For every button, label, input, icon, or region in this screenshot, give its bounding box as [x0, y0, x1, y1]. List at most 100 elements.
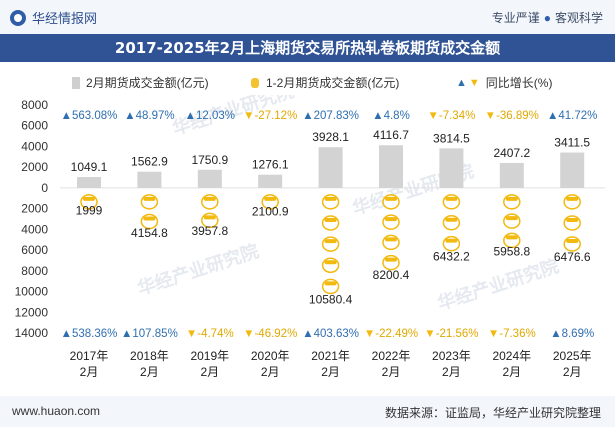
legend-label-feb: 2月期货成交金额(亿元) — [86, 76, 209, 90]
x-tick-label: 2020年 2月 — [251, 349, 290, 379]
bar-feb-value-label: 4116.7 — [373, 128, 409, 142]
coin-band — [324, 281, 337, 286]
coin-band — [385, 237, 397, 242]
brand-logo-icon — [10, 9, 26, 26]
y-tick-label: 2000 — [21, 160, 48, 174]
coin-band — [566, 238, 579, 243]
coin-band — [385, 196, 397, 201]
x-tick-label: 2017年 2月 — [70, 349, 109, 379]
coin-band — [445, 238, 458, 243]
y-tick-label: 10000 — [15, 285, 49, 299]
bar-janfeb-value-label: 3957.8 — [191, 224, 228, 238]
x-tick-label: 2022年 2月 — [372, 349, 411, 379]
chart-title: 2017-2025年2月上海期货交易所热轧卷板期货成交金额 — [0, 34, 615, 62]
yoy-janfeb-label: ▼-22.49% — [364, 328, 418, 340]
legend: 2月期货成交金额(亿元) 1-2月期货成交金额(亿元) ▲ ▼ 同比增长(%) — [0, 70, 615, 92]
yoy-feb-label: ▲4.8% — [372, 110, 410, 122]
brand: 华经情报网 — [10, 8, 97, 27]
bar-janfeb-value-label: 2100.9 — [252, 205, 289, 219]
x-tick-label: 2024年 2月 — [492, 349, 531, 379]
yoy-feb-label: ▼-7.34% — [427, 110, 475, 122]
x-tick-label: 2018年 2月 — [130, 349, 169, 379]
y-tick-label: 8000 — [21, 264, 48, 278]
yoy-feb-label: ▲563.08% — [61, 110, 118, 122]
yoy-janfeb-label: ▲403.63% — [302, 328, 359, 340]
bar-feb-value-label: 1562.9 — [131, 155, 168, 169]
bar-feb-value-label: 3928.1 — [312, 130, 349, 144]
y-tick-label: 8000 — [21, 98, 48, 112]
coin-band — [445, 217, 458, 222]
coin-band — [264, 196, 277, 201]
watermark-text: 华经产业研究院 — [135, 240, 262, 300]
top-bar: 华经情报网 专业严谨 ● 客观科学 — [0, 0, 615, 34]
coin-band — [143, 216, 156, 221]
coin-band — [324, 196, 337, 201]
bar-feb — [258, 174, 283, 188]
coin-band — [83, 196, 95, 201]
coin-band — [566, 196, 579, 201]
footer-source: 数据来源：证监局，华经产业研究院整理 — [384, 406, 601, 420]
coin-band — [385, 257, 397, 262]
tagline-left: 专业严谨 — [491, 11, 540, 25]
watermark-text: 华经产业研究院 — [435, 255, 562, 315]
yoy-feb-label: ▲12.03% — [185, 110, 235, 122]
coin-band — [203, 215, 216, 220]
tagline-right: 客观科学 — [554, 11, 603, 25]
bar-janfeb-value-label: 6476.6 — [554, 250, 591, 264]
bar-feb — [560, 152, 585, 188]
bar-janfeb-value-label: 8200.4 — [373, 268, 410, 282]
bar-janfeb-value-label: 10580.4 — [309, 293, 353, 307]
coin-band — [505, 196, 518, 201]
yoy-janfeb-label: ▲8.69% — [550, 328, 594, 340]
legend-swatch-gray — [72, 76, 80, 89]
bar-feb-value-label: 3814.5 — [433, 131, 470, 145]
coin-band — [143, 196, 156, 201]
bar-janfeb-value-label: 1999 — [76, 204, 103, 218]
tagline-separator: ● — [543, 11, 551, 25]
legend-up-triangle-icon: ▲ — [456, 76, 467, 89]
brand-name: 华经情报网 — [32, 11, 98, 26]
bar-feb-value-label: 2407.2 — [493, 146, 530, 160]
y-tick-label: 2000 — [21, 202, 48, 216]
coin-band — [385, 217, 397, 222]
legend-label-yoy: 同比增长(%) — [485, 76, 553, 90]
y-tick-label: 4000 — [21, 222, 48, 236]
bar-feb — [197, 169, 222, 188]
bar-feb-value-label: 3411.5 — [554, 136, 590, 150]
yoy-janfeb-label: ▲538.36% — [61, 328, 118, 340]
yoy-janfeb-label: ▼-7.36% — [488, 328, 536, 340]
yoy-feb-label: ▲207.83% — [302, 110, 359, 122]
legend-item-janfeb: 1-2月期货成交金额(亿元) — [250, 74, 399, 91]
yoy-janfeb-label: ▼-21.56% — [424, 328, 478, 340]
bar-feb — [439, 148, 464, 188]
yoy-janfeb-label: ▼-46.92% — [243, 328, 297, 340]
bar-janfeb-value-label: 5958.8 — [493, 245, 530, 259]
x-tick-label: 2025年 2月 — [553, 349, 592, 379]
bar-feb-value-label: 1276.1 — [252, 158, 289, 172]
y-tick-label: 4000 — [21, 139, 48, 153]
x-tick-label: 2021年 2月 — [311, 349, 350, 379]
footer: www.huaon.com 数据来源：证监局，华经产业研究院整理 — [0, 396, 615, 427]
y-tick-label: 12000 — [15, 305, 49, 319]
bar-janfeb-value-label: 4154.8 — [131, 226, 168, 240]
coin-band — [203, 196, 216, 201]
y-tick-label: 0 — [41, 181, 48, 195]
coin-band — [324, 260, 337, 265]
bar-feb — [137, 171, 162, 188]
x-tick-label: 2019年 2月 — [190, 349, 229, 379]
legend-swatch-coin-icon — [251, 77, 259, 88]
yoy-feb-label: ▼-36.89% — [485, 110, 539, 122]
yoy-feb-label: ▼-27.12% — [243, 110, 297, 122]
yoy-feb-label: ▲41.72% — [547, 110, 597, 122]
x-tick-label: 2023年 2月 — [432, 349, 471, 379]
bar-feb-value-label: 1750.9 — [191, 153, 228, 167]
tagline: 专业严谨 ● 客观科学 — [492, 9, 603, 26]
coin-band — [505, 235, 518, 240]
yoy-janfeb-label: ▲107.85% — [121, 328, 178, 340]
y-tick-label: 14000 — [15, 326, 49, 340]
coin-band — [505, 216, 518, 221]
legend-down-triangle-icon: ▼ — [468, 76, 480, 89]
coin-band — [324, 239, 337, 244]
legend-item-feb: 2月期货成交金额(亿元) — [72, 74, 209, 91]
coin-band — [324, 218, 337, 223]
